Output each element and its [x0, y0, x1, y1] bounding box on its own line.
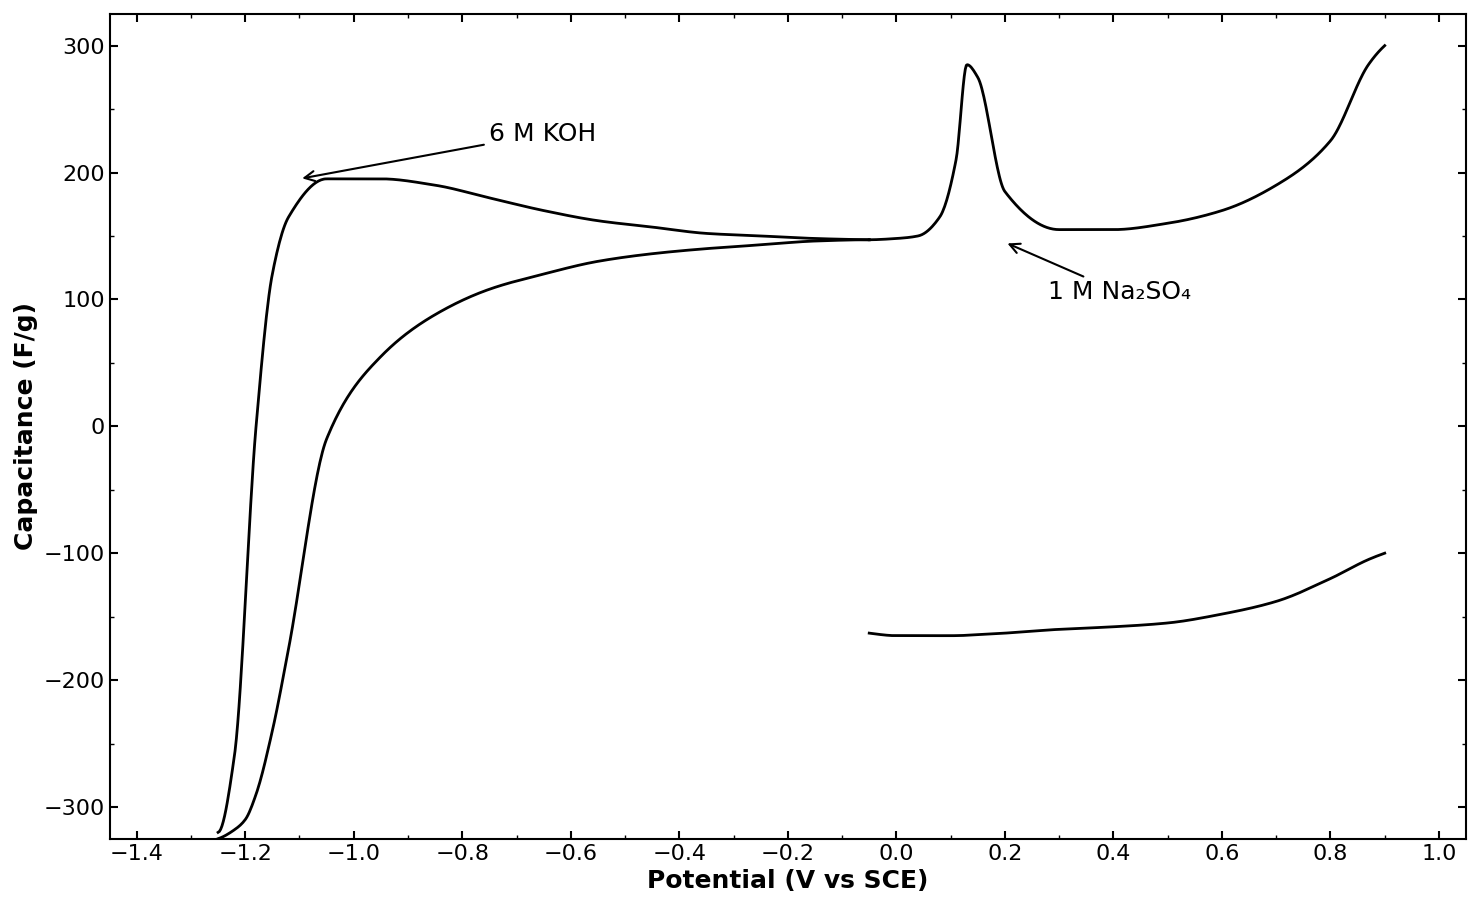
X-axis label: Potential (V vs SCE): Potential (V vs SCE): [647, 869, 928, 893]
Text: 1 M Na₂SO₄: 1 M Na₂SO₄: [1009, 244, 1191, 305]
Text: 6 M KOH: 6 M KOH: [305, 122, 596, 181]
Y-axis label: Capacitance (F/g): Capacitance (F/g): [13, 302, 38, 551]
